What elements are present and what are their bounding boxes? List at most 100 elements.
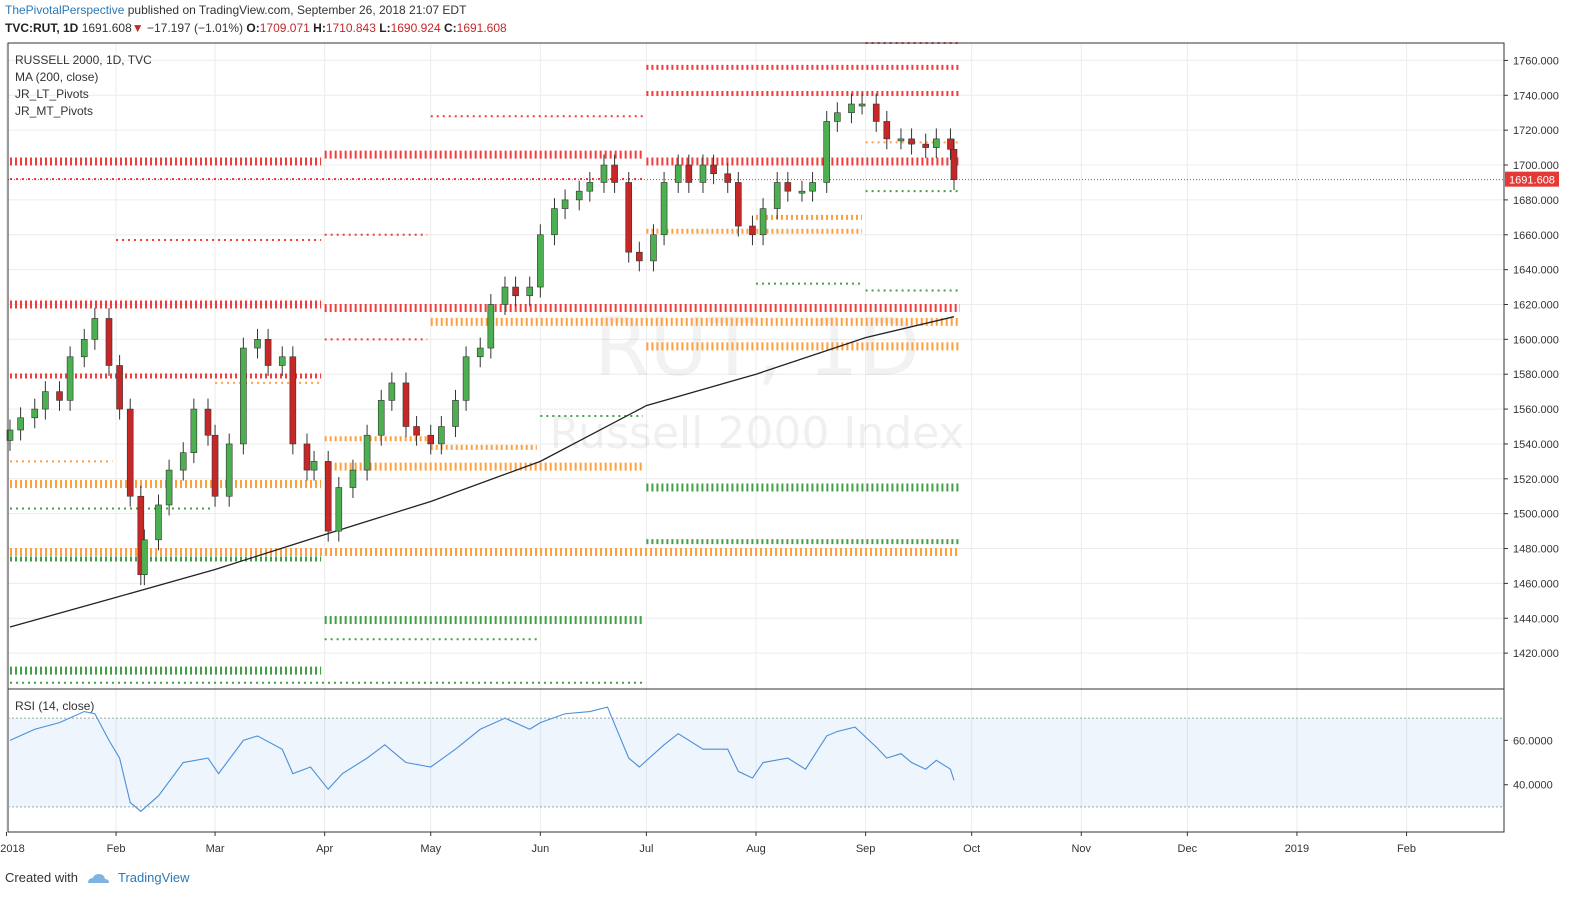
candle-body xyxy=(190,408,198,453)
candle-body xyxy=(204,408,212,436)
candle-body xyxy=(6,429,14,441)
candle-body xyxy=(66,356,74,401)
legend-lt-pivots: JR_LT_Pivots xyxy=(15,87,89,101)
candle-body xyxy=(42,391,49,410)
candle-body xyxy=(349,469,357,488)
x-tick-label: Oct xyxy=(963,843,980,855)
candle-body xyxy=(452,400,459,427)
candle-body xyxy=(56,391,63,401)
candle-body xyxy=(225,443,233,497)
candle-body xyxy=(116,365,123,410)
x-tick-label: 2019 xyxy=(1285,843,1309,855)
x-tick-label: Feb xyxy=(1397,843,1416,855)
candlesticks xyxy=(6,93,958,586)
moving-average xyxy=(9,316,955,628)
candle-body xyxy=(823,121,831,183)
y-tick-label: 1480.000 xyxy=(1513,544,1559,556)
chart-header-published: ThePivotalPerspective published on Tradi… xyxy=(5,3,466,17)
candle-body xyxy=(278,356,286,366)
down-arrow-icon: ▼ xyxy=(131,21,144,35)
candle-body xyxy=(611,164,618,183)
candle-body xyxy=(922,143,930,148)
x-tick-label: Dec xyxy=(1178,843,1198,855)
y-tick-label: 1460.000 xyxy=(1513,578,1559,590)
candle-body xyxy=(254,339,261,349)
candle-body xyxy=(625,182,633,253)
candle-body xyxy=(537,234,544,288)
rsi-label: RSI (14, close) xyxy=(15,699,94,713)
candle-body xyxy=(773,182,781,209)
y-tick-label: 1540.000 xyxy=(1513,439,1559,451)
candle-body xyxy=(137,495,145,575)
y-tick-label: 1440.000 xyxy=(1513,613,1559,625)
candle-body xyxy=(427,434,435,445)
candle-body xyxy=(947,138,954,150)
y-tick-label: 1600.000 xyxy=(1513,334,1559,346)
candle-body xyxy=(674,164,682,183)
price-axis[interactable]: 1420.000 1440.000 1460.000 1480.000 1500.000… xyxy=(1504,55,1559,660)
candle-body xyxy=(141,539,148,575)
chart-header-ohlc: TVC:RUT, 1D 1691.608▼ −17.197 (−1.01%) O… xyxy=(5,21,507,35)
y-tick-label: 1580.000 xyxy=(1513,369,1559,381)
x-tick-label: Jul xyxy=(639,843,653,855)
time-axis[interactable]: 2018 Feb Mar Apr May Jun Jul Aug Sep Oct Nov Dec 201… xyxy=(0,832,1416,855)
candle-body xyxy=(724,173,732,183)
open-value: 1709.071 xyxy=(259,21,310,35)
y-tick-label: 1700.000 xyxy=(1513,160,1559,172)
candle-body xyxy=(735,182,742,227)
candle-body xyxy=(710,164,717,175)
symbol-label: TVC:RUT, 1D xyxy=(5,21,79,35)
candle-body xyxy=(211,434,219,497)
rsi-pane: 40.0000 60.0000 xyxy=(8,706,1553,813)
candle-body xyxy=(950,149,958,180)
candle-body xyxy=(363,434,371,471)
candle-body xyxy=(402,382,410,427)
candle-body xyxy=(561,199,569,209)
x-tick-label: May xyxy=(420,843,441,855)
candle-body xyxy=(600,164,608,183)
x-tick-label: Apr xyxy=(316,843,333,855)
last-price: 1691.608 xyxy=(81,21,132,35)
candle-body xyxy=(377,400,385,436)
candle-body xyxy=(784,182,792,192)
open-label: O: xyxy=(246,21,260,35)
candle-body xyxy=(699,164,707,183)
footer: Created with TradingView xyxy=(5,870,190,885)
candle-body xyxy=(105,318,113,366)
candle-body xyxy=(501,286,509,305)
candle-body xyxy=(908,138,915,145)
candle-body xyxy=(858,103,866,107)
candle-body xyxy=(897,138,905,142)
candle-body xyxy=(324,461,332,532)
rsi-line xyxy=(9,706,955,813)
x-tick-label: Sep xyxy=(856,843,876,855)
y-tick-label: 1660.000 xyxy=(1513,230,1559,242)
y-tick-label: 1620.000 xyxy=(1513,299,1559,311)
candle-body xyxy=(685,164,693,183)
grid xyxy=(5,43,1504,832)
x-tick-label: Aug xyxy=(746,843,766,855)
candle-body xyxy=(759,208,767,236)
rsi-band xyxy=(9,718,1503,807)
candle-body xyxy=(264,339,272,366)
close-value: 1691.608 xyxy=(456,21,507,35)
author-link[interactable]: ThePivotalPerspective xyxy=(5,3,125,17)
candle-body xyxy=(526,286,534,297)
candle-body xyxy=(413,426,420,436)
candle-body xyxy=(438,426,445,445)
candle-body xyxy=(650,234,657,262)
x-tick-label: Jun xyxy=(531,843,549,855)
candle-body xyxy=(240,347,247,445)
y-tick-label: 1640.000 xyxy=(1513,265,1559,277)
created-with-text: Created with xyxy=(5,870,78,885)
candle-body xyxy=(809,182,816,192)
candle-body xyxy=(91,318,99,340)
y-tick-label: 1420.000 xyxy=(1513,648,1559,660)
low-value: 1690.924 xyxy=(390,21,441,35)
candle-body xyxy=(551,208,558,236)
pivot-levels xyxy=(10,42,960,684)
high-value: 1710.843 xyxy=(325,21,376,35)
tradingview-link[interactable]: TradingView xyxy=(117,870,190,885)
x-tick-label: Nov xyxy=(1071,843,1091,855)
